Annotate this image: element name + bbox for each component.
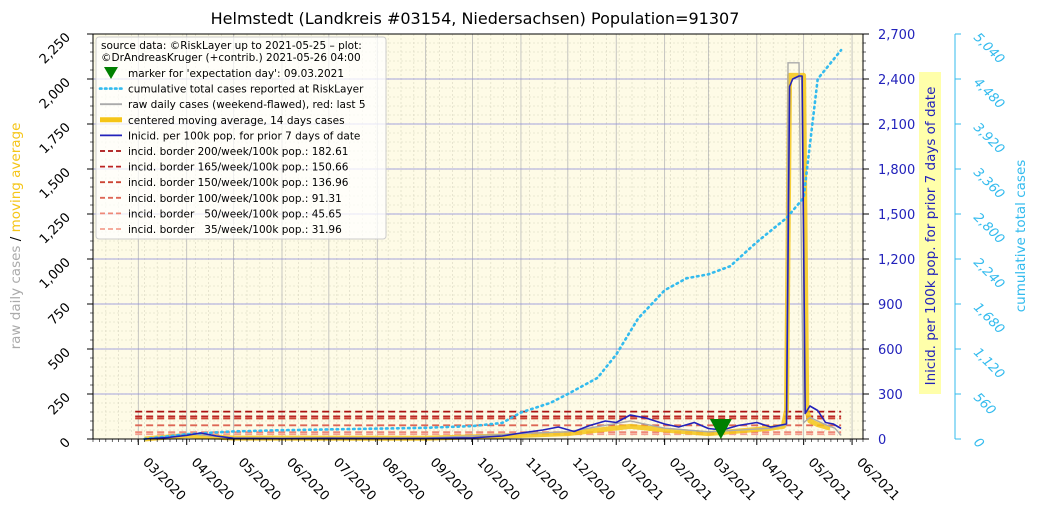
- right2-tick-label: 3,360: [970, 165, 1007, 202]
- left-tick-label: 1,750: [37, 120, 74, 157]
- right2-tick-label: 2,800: [970, 210, 1007, 247]
- left-tick-label: 0: [57, 435, 73, 451]
- left-axis-label-part: moving average: [8, 123, 24, 237]
- x-tick-label: 09/2020: [427, 455, 476, 504]
- left-tick-label: 500: [46, 345, 74, 373]
- left-axis-label-part: /: [8, 236, 24, 245]
- series-layer: [135, 48, 843, 442]
- x-tick-label: 03/2020: [139, 455, 188, 504]
- source-note: ©DrAndreasKruger (+contrib.) 2021-05-26 …: [101, 52, 361, 64]
- x-tick-label: 04/2020: [188, 455, 237, 504]
- legend-label: raw daily cases (weekend-flawed), red: l…: [128, 99, 366, 111]
- x-tick-label: 03/2021: [710, 455, 759, 504]
- right2-tick-label: 0: [970, 435, 986, 451]
- x-tick-label: 01/2021: [617, 455, 666, 504]
- x-tick-label: 12/2020: [569, 455, 618, 504]
- x-tick-label: 08/2020: [378, 455, 427, 504]
- right2-tick-label: 5,040: [970, 30, 1007, 67]
- right1-tick-label: 600: [878, 343, 903, 358]
- expectation-day-marker: [709, 419, 732, 439]
- left-tick-label: 1,000: [37, 255, 74, 292]
- left-axis-label: raw daily cases / moving average: [8, 123, 24, 350]
- x-tick-label: 04/2021: [758, 455, 807, 504]
- right1-tick-label: 1,200: [878, 253, 915, 268]
- x-tick-label: 02/2021: [666, 455, 715, 504]
- x-tick-label: 05/2020: [235, 455, 284, 504]
- right2-tick-label: 1,120: [970, 345, 1007, 382]
- x-tick-label: 10/2020: [474, 455, 523, 504]
- x-tick-label: 05/2021: [805, 455, 854, 504]
- legend-label: marker for 'expectation day': 09.03.2021: [128, 68, 344, 80]
- legend-label: cumulative total cases reported at RiskL…: [128, 84, 364, 96]
- legend-label: incid. border 200/week/100k pop.: 182.61: [128, 146, 348, 158]
- right1-tick-label: 0: [878, 433, 886, 448]
- legend-box: [95, 36, 387, 240]
- left-tick-label: 2,000: [37, 75, 74, 112]
- x-tick-label: 06/2021: [853, 455, 902, 504]
- left-tick-label: 1,500: [37, 165, 74, 202]
- right1-label-background: [919, 72, 941, 394]
- right1-tick-label: 2,700: [878, 28, 915, 43]
- right1-tick-label: 300: [878, 388, 903, 403]
- legend-label: centered moving average, 14 days cases: [128, 115, 345, 127]
- left-tick-label: 2,250: [37, 30, 74, 67]
- right1-tick-label: 900: [878, 298, 903, 313]
- left-tick-label: 750: [46, 300, 74, 328]
- right1-tick-label: 1,800: [878, 163, 915, 178]
- chart-title: Helmstedt (Landkreis #03154, Niedersachs…: [211, 9, 740, 28]
- right2-tick-label: 1,680: [970, 300, 1007, 337]
- legend-marker-triangle: [104, 67, 118, 79]
- left-tick-label: 250: [46, 390, 74, 418]
- right2-tick-label: 4,480: [970, 75, 1007, 112]
- x-tick-label: 06/2020: [283, 455, 332, 504]
- x-tick-label: 11/2020: [522, 455, 571, 504]
- right1-axis-label: Inicid. per 100k pop. for prior 7 days o…: [923, 87, 939, 386]
- x-tick-label: 07/2020: [330, 455, 379, 504]
- left-tick-label: 1,250: [37, 210, 74, 247]
- legend-label: incid. border 100/week/100k pop.: 91.31: [128, 193, 342, 205]
- right1-tick-label: 1,500: [878, 208, 915, 223]
- legend-label: Inicid. per 100k pop. for prior 7 days o…: [128, 130, 360, 142]
- legend-label: incid. border 150/week/100k pop.: 136.96: [128, 177, 349, 189]
- legend-label: incid. border 35/week/100k pop.: 31.96: [128, 224, 342, 236]
- right2-tick-label: 560: [970, 390, 998, 418]
- series-cumulative-cases: [143, 48, 843, 441]
- right2-tick-label: 3,920: [970, 120, 1007, 157]
- source-note: source data: ©RiskLayer up to 2021-05-25…: [101, 40, 362, 52]
- left-axis-label-part: raw daily cases: [8, 246, 24, 350]
- right2-axis-label: cumulative total cases: [1013, 160, 1029, 313]
- legend-label: incid. border 50/week/100k pop.: 45.65: [128, 208, 342, 220]
- right1-tick-label: 2,100: [878, 118, 915, 133]
- right2-tick-label: 2,240: [970, 255, 1007, 292]
- legend-label: incid. border 165/week/100k pop.: 150.66: [128, 162, 349, 174]
- right1-tick-label: 2,400: [878, 73, 915, 88]
- legend: source data: ©RiskLayer up to 2021-05-25…: [95, 36, 387, 240]
